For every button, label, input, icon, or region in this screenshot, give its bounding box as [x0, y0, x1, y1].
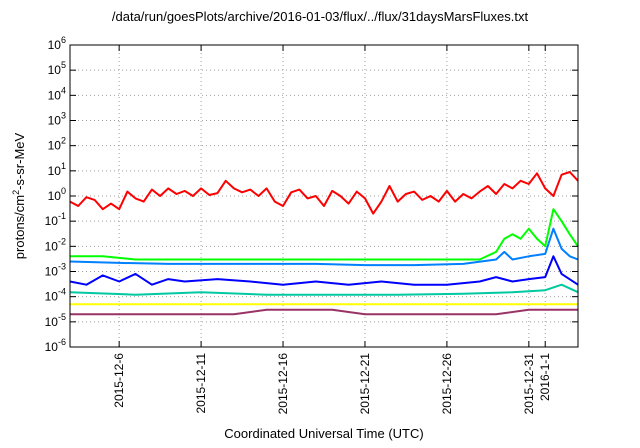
x-tick-label: 2015-12-21	[358, 353, 372, 415]
series-lines	[69, 171, 579, 316]
series-line-4	[69, 255, 579, 286]
series-line-2	[70, 208, 579, 261]
y-tick-label: 106	[48, 35, 66, 52]
y-tick-label: 104	[48, 85, 66, 102]
y-tick-label: 10-1	[45, 211, 66, 228]
grid-lines	[70, 45, 578, 347]
y-tick-label: 10-4	[45, 287, 66, 304]
x-tick-label: 2015-12-11	[194, 353, 208, 414]
plot-frame	[69, 44, 579, 348]
y-tick-label: 10-2	[45, 236, 66, 253]
x-tick-label: 2015-12-31	[522, 353, 536, 415]
x-tick-label: 2015-12-6	[112, 353, 126, 408]
x-tick-label: 2015-12-16	[276, 353, 290, 415]
x-axis-label: Coordinated Universal Time (UTC)	[224, 426, 424, 441]
plot-border	[69, 44, 579, 348]
series-line-5	[69, 283, 579, 296]
y-tick-label: 102	[48, 136, 66, 153]
chart-title: /data/run/goesPlots/archive/2016-01-03/f…	[111, 9, 529, 24]
y-tick-label: 100	[48, 186, 66, 203]
series-line-7	[70, 308, 578, 316]
series-line-1	[69, 171, 579, 215]
x-tick-label: 2015-12-26	[440, 353, 454, 415]
tick-labels: 10-6 10-5 10-4 10-3 10-2 10-1 100 101 102 103 104 1…	[45, 35, 553, 414]
y-tick-label: 10-5	[45, 312, 66, 329]
y-tick-label: 10-3	[45, 262, 66, 279]
series-line-3	[69, 227, 579, 267]
y-tick-label: 10-6	[45, 337, 66, 354]
y-axis-label: protons/cm2-s-sr-MeV	[10, 132, 28, 260]
y-tick-label: 105	[48, 60, 66, 77]
x-tick-label: 2016-1-1	[538, 353, 552, 401]
y-tick-label: 101	[48, 161, 66, 178]
y-tick-label: 103	[48, 111, 66, 128]
